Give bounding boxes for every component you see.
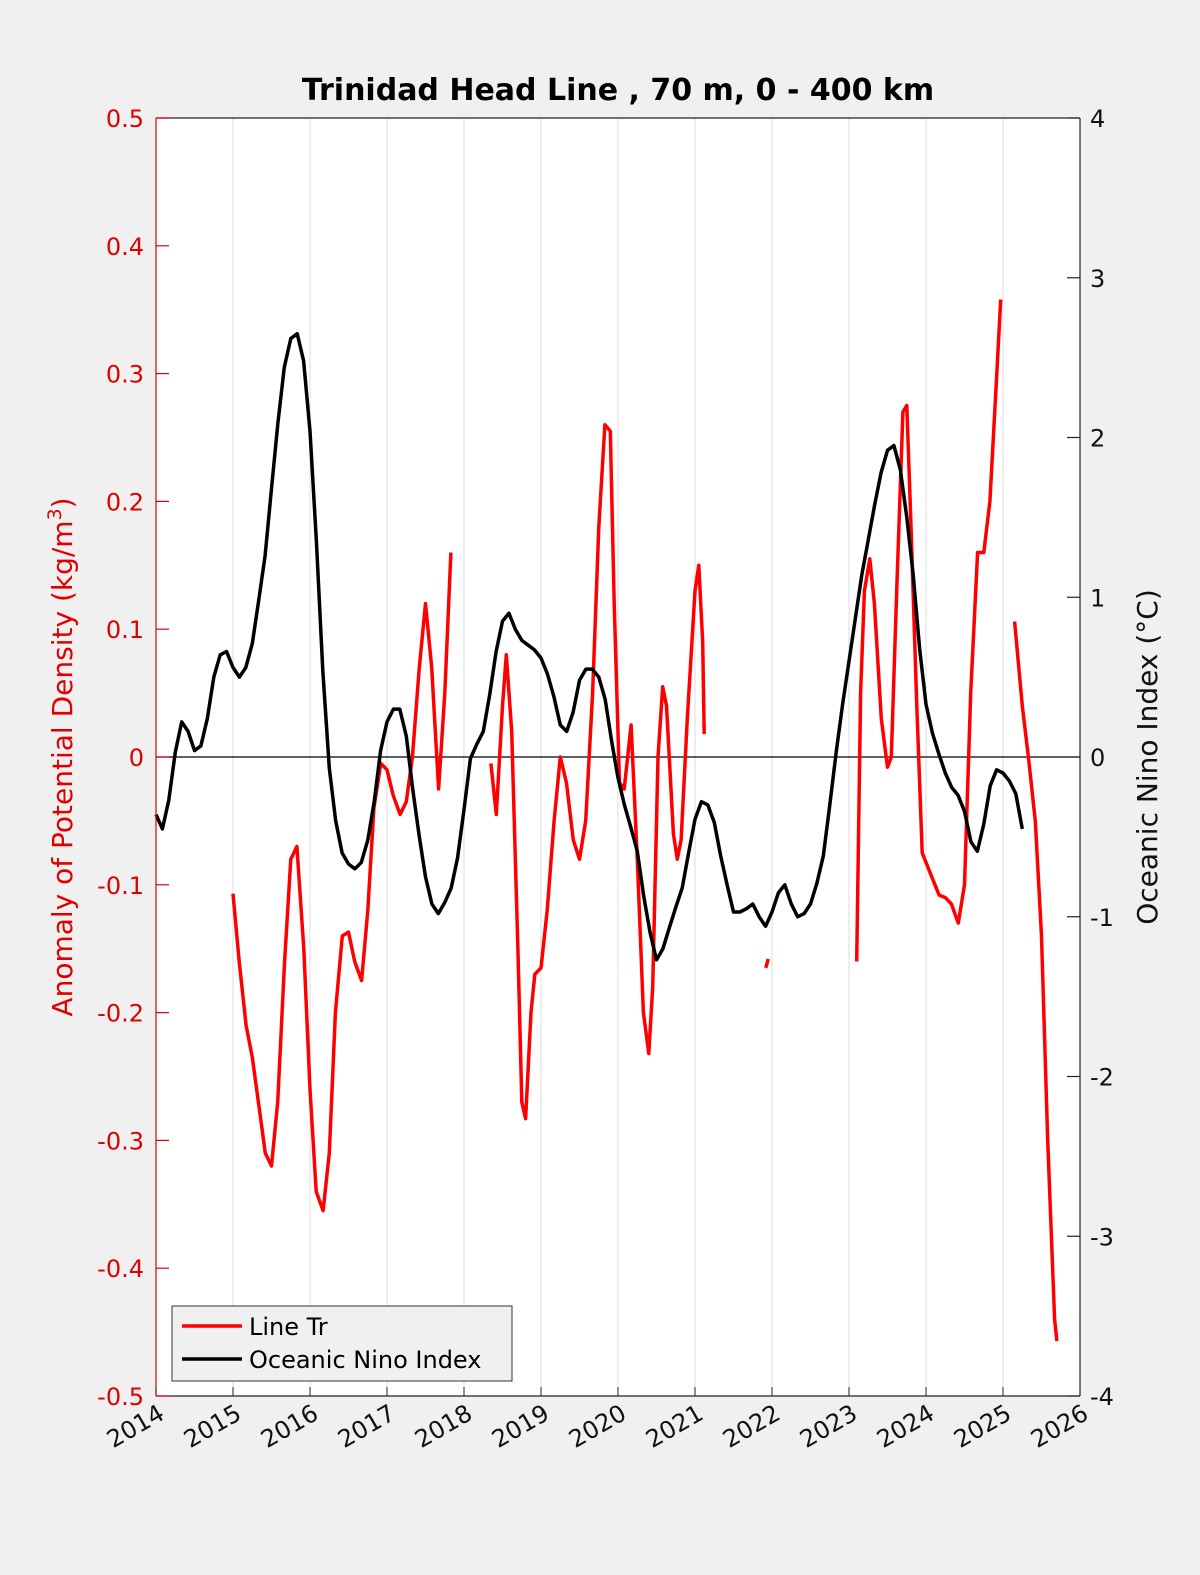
left-y-ticks: 0.5 0.4 0.3 0.2 0.1 0 -0.1 -0.2 -0.3 -0.4 -0.5 — [97, 105, 169, 1411]
legend[interactable]: Line Tr Oceanic Nino Index — [171, 1305, 513, 1382]
x-tick-label: 2022 — [718, 1399, 785, 1454]
line-tr-segment — [854, 299, 1003, 962]
right-y-ticks: 4 3 2 1 0 -1 -2 -3 -4 — [1067, 105, 1114, 1411]
x-tick-label: 2016 — [256, 1399, 323, 1454]
left-y-axis-label: Anomaly of Potential Density (kg/m3) — [44, 497, 79, 1016]
left-tick-label: -0.2 — [97, 1000, 144, 1028]
right-tick-label: -4 — [1090, 1383, 1114, 1411]
left-tick-label: 0.5 — [106, 105, 144, 133]
right-tick-label: 1 — [1090, 584, 1105, 612]
series-line-tr — [231, 299, 1059, 1342]
left-tick-label: 0.3 — [106, 361, 144, 389]
x-tick-label: 2018 — [410, 1399, 477, 1454]
line-tr-segment — [231, 552, 453, 1213]
chart-title: Trinidad Head Line , 70 m, 0 - 400 km — [302, 73, 934, 108]
x-tick-label: 2020 — [564, 1399, 631, 1454]
legend-label-line-tr: Line Tr — [249, 1313, 328, 1341]
left-tick-label: -0.1 — [97, 872, 144, 900]
x-tick-label: 2017 — [333, 1399, 400, 1454]
right-y-axis-label: Oceanic Nino Index (°C) — [1131, 589, 1164, 925]
x-tick-label: 2019 — [487, 1399, 554, 1454]
right-tick-label: 4 — [1090, 105, 1105, 133]
right-tick-label: 0 — [1090, 744, 1105, 772]
left-tick-label: -0.5 — [97, 1383, 144, 1411]
left-tick-label: 0.4 — [106, 233, 144, 261]
x-tick-label: 2025 — [949, 1399, 1016, 1454]
line-tr-segment — [764, 958, 770, 969]
left-tick-label: -0.4 — [97, 1255, 144, 1283]
right-tick-label: 3 — [1090, 265, 1105, 293]
line-tr-segment — [489, 422, 706, 1121]
right-tick-label: -1 — [1090, 904, 1114, 932]
line-tr-segment — [1012, 621, 1059, 1342]
series-oceanic-nino-index — [154, 331, 1025, 962]
x-tick-label: 2024 — [872, 1399, 939, 1454]
left-tick-label: 0 — [129, 744, 144, 772]
x-tick-label: 2015 — [179, 1399, 246, 1454]
left-tick-label: 0.2 — [106, 488, 144, 516]
legend-label-oni: Oceanic Nino Index — [249, 1346, 481, 1374]
right-tick-label: 2 — [1090, 425, 1105, 453]
x-ticks: 2014 2015 2016 2017 2018 2019 2020 2021 2022 2023… — [102, 1387, 1093, 1454]
left-tick-label: 0.1 — [106, 616, 144, 644]
x-tick-label: 2026 — [1026, 1399, 1093, 1454]
x-tick-label: 2023 — [795, 1399, 862, 1454]
x-tick-label: 2021 — [641, 1399, 708, 1454]
right-tick-label: -2 — [1090, 1064, 1114, 1092]
left-tick-label: -0.3 — [97, 1127, 144, 1155]
legend-box — [171, 1305, 513, 1382]
right-tick-label: -3 — [1090, 1223, 1114, 1251]
